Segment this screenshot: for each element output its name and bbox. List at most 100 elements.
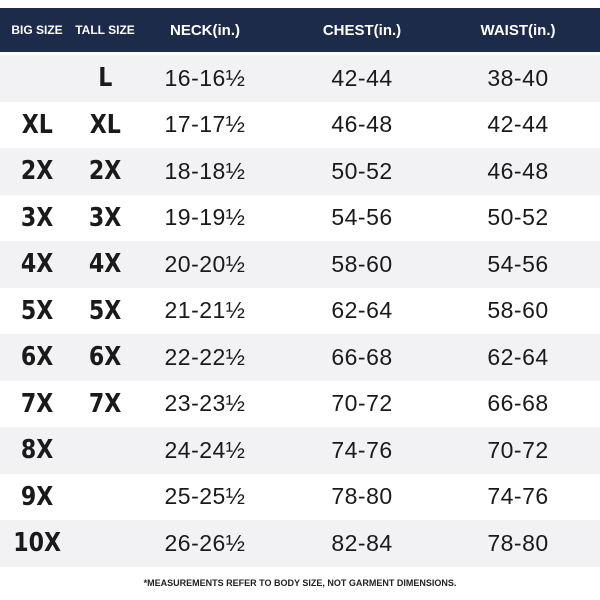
table-cell: 66-68: [302, 334, 422, 381]
table-row: 8X 24-24½ 74-76 70-72: [0, 427, 600, 474]
table-cell: 7X: [75, 381, 135, 428]
measurement: 54-56: [487, 250, 549, 277]
table-row: 5X 5X 21-21½ 62-64 58-60: [0, 287, 600, 335]
measurement: 38-40: [487, 64, 549, 91]
table-cell: 70-72: [302, 381, 422, 428]
table-cell: 10X: [7, 520, 67, 567]
header-cell: WAIST(in.): [480, 21, 556, 39]
size-label: 6X: [88, 342, 122, 373]
table-row: 2X 2X 18-18½ 50-52 46-48: [0, 148, 600, 195]
measurement: 82-84: [331, 529, 393, 556]
table-cell: 5X: [75, 288, 135, 335]
table-cell: 4X: [7, 241, 67, 288]
table-cell: 70-72: [458, 427, 578, 474]
measurement: 16-16½: [164, 64, 246, 91]
table-cell: 7X: [7, 381, 67, 428]
table-cell: 50-52: [458, 195, 578, 242]
measurement: 25-25½: [164, 483, 246, 510]
table-cell: 3X: [7, 195, 67, 242]
size-label: 10X: [13, 528, 61, 559]
table-cell: 66-68: [458, 381, 578, 428]
header-cell: BIG SIZE: [11, 22, 63, 37]
size-label: 3X: [88, 202, 122, 233]
table-cell: 26-26½: [145, 520, 265, 567]
size-label: XL: [21, 109, 53, 140]
measurement: 70-72: [331, 390, 393, 417]
measurement: 18-18½: [164, 157, 246, 184]
table-cell: 78-80: [302, 474, 422, 521]
measurement: 54-56: [331, 204, 393, 231]
table-cell: 4X: [75, 241, 135, 288]
footnote: *MEASUREMENTS REFER TO BODY SIZE, NOT GA…: [143, 578, 457, 588]
table-cell: 74-76: [302, 427, 422, 474]
table-cell: 21-21½: [145, 288, 265, 335]
table-cell: 42-44: [302, 55, 422, 102]
measurement: 50-52: [331, 157, 393, 184]
measurement: 24-24½: [164, 436, 246, 463]
measurement: 22-22½: [164, 343, 246, 370]
measurement: 62-64: [487, 343, 549, 370]
measurement: 78-80: [331, 483, 393, 510]
table-cell: 2X: [7, 148, 67, 195]
measurement: 26-26½: [164, 529, 246, 556]
table-cell: 3X: [75, 195, 135, 242]
measurement: 58-60: [487, 297, 549, 324]
table-row: 10X 26-26½ 82-84 78-80: [0, 520, 600, 567]
table-cell: XL: [75, 102, 135, 149]
table-cell: 23-23½: [145, 381, 265, 428]
table-row: 9X 25-25½ 78-80 74-76: [0, 473, 600, 521]
measurement: 50-52: [487, 204, 549, 231]
table-cell: 46-48: [302, 102, 422, 149]
measurement: 74-76: [331, 436, 393, 463]
table-cell: 2X: [75, 148, 135, 195]
measurement: 70-72: [487, 436, 549, 463]
measurement: 23-23½: [164, 390, 246, 417]
header-cell: NECK(in.): [170, 21, 240, 39]
measurement: 62-64: [331, 297, 393, 324]
table-row: 7X 7X 23-23½ 70-72 66-68: [0, 380, 600, 428]
size-label: 7X: [88, 388, 122, 419]
table-cell: 9X: [7, 474, 67, 521]
table-cell: 58-60: [458, 288, 578, 335]
table-cell: 16-16½: [145, 55, 265, 102]
size-label: 9X: [20, 481, 54, 512]
table-cell: 62-64: [302, 288, 422, 335]
table-cell: 25-25½: [145, 474, 265, 521]
table-row: 6X 6X 22-22½ 66-68 62-64: [0, 334, 600, 381]
measurement: 42-44: [487, 111, 549, 138]
size-label: 5X: [88, 295, 122, 326]
measurement: 19-19½: [164, 204, 246, 231]
size-label: 4X: [88, 249, 122, 280]
table-cell: 54-56: [302, 195, 422, 242]
table-cell: 58-60: [302, 241, 422, 288]
size-label: 5X: [20, 295, 54, 326]
measurement: 78-80: [487, 529, 549, 556]
size-label: L: [97, 63, 113, 94]
table-cell: 6X: [7, 334, 67, 381]
size-label: XL: [89, 109, 121, 140]
table-cell: 46-48: [458, 148, 578, 195]
measurement: 20-20½: [164, 250, 246, 277]
table-row: 3X 3X 19-19½ 54-56 50-52: [0, 194, 600, 242]
size-label: 6X: [20, 342, 54, 373]
measurement: 17-17½: [164, 111, 246, 138]
table-cell: 82-84: [302, 520, 422, 567]
table-row: XL XL 17-17½ 46-48 42-44: [0, 101, 600, 149]
table-cell: 22-22½: [145, 334, 265, 381]
table-cell: 8X: [7, 427, 67, 474]
measurement: 66-68: [487, 390, 549, 417]
table-cell: 18-18½: [145, 148, 265, 195]
measurement: 66-68: [331, 343, 393, 370]
size-label: 2X: [88, 156, 122, 187]
table-cell: 24-24½: [145, 427, 265, 474]
measurement: 46-48: [487, 157, 549, 184]
size-label: 7X: [20, 388, 54, 419]
table-cell: 19-19½: [145, 195, 265, 242]
size-label: 3X: [20, 202, 54, 233]
table-cell: 38-40: [458, 55, 578, 102]
size-label: 8X: [20, 435, 54, 466]
measurement: 46-48: [331, 111, 393, 138]
table-cell: 50-52: [302, 148, 422, 195]
table-cell: 42-44: [458, 102, 578, 149]
